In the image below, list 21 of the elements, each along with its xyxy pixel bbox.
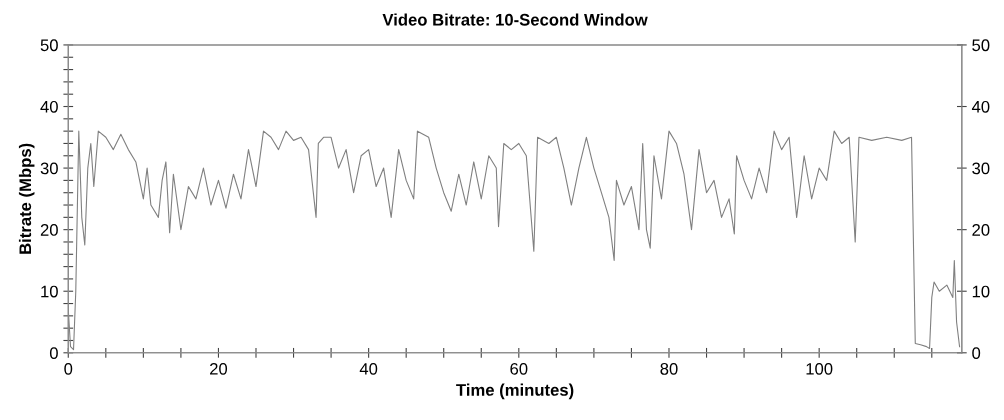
- y-tick-label: 20: [40, 224, 58, 236]
- y-tick-label: 30: [40, 162, 58, 175]
- y-tick-label: 10: [41, 285, 58, 298]
- x-tick-label: 80: [660, 362, 678, 375]
- y2-tick-label: 30: [972, 162, 990, 175]
- y2-tick-label: 10: [972, 285, 990, 298]
- x-tick-label: 60: [510, 362, 528, 375]
- y2-tick-label: 20: [972, 224, 990, 236]
- y-axis-title: Bitrate (Mbps): [18, 143, 35, 254]
- y-tick-label: 50: [40, 39, 58, 52]
- x-tick-label: 20: [210, 362, 228, 375]
- chart-title: Video Bitrate: 10-Second Window: [382, 13, 648, 26]
- x-axis-title: Time (minutes): [456, 383, 574, 400]
- x-tick-label: 40: [359, 362, 378, 375]
- y2-tick-label: 40: [971, 100, 990, 113]
- y-tick-label: 0: [49, 347, 58, 359]
- x-tick-label: 100: [806, 362, 833, 375]
- y-tick-label: 40: [40, 100, 58, 113]
- y2-tick-label: 50: [972, 39, 990, 52]
- y2-tick-label: 0: [972, 347, 981, 359]
- x-tick-label: 0: [64, 362, 73, 375]
